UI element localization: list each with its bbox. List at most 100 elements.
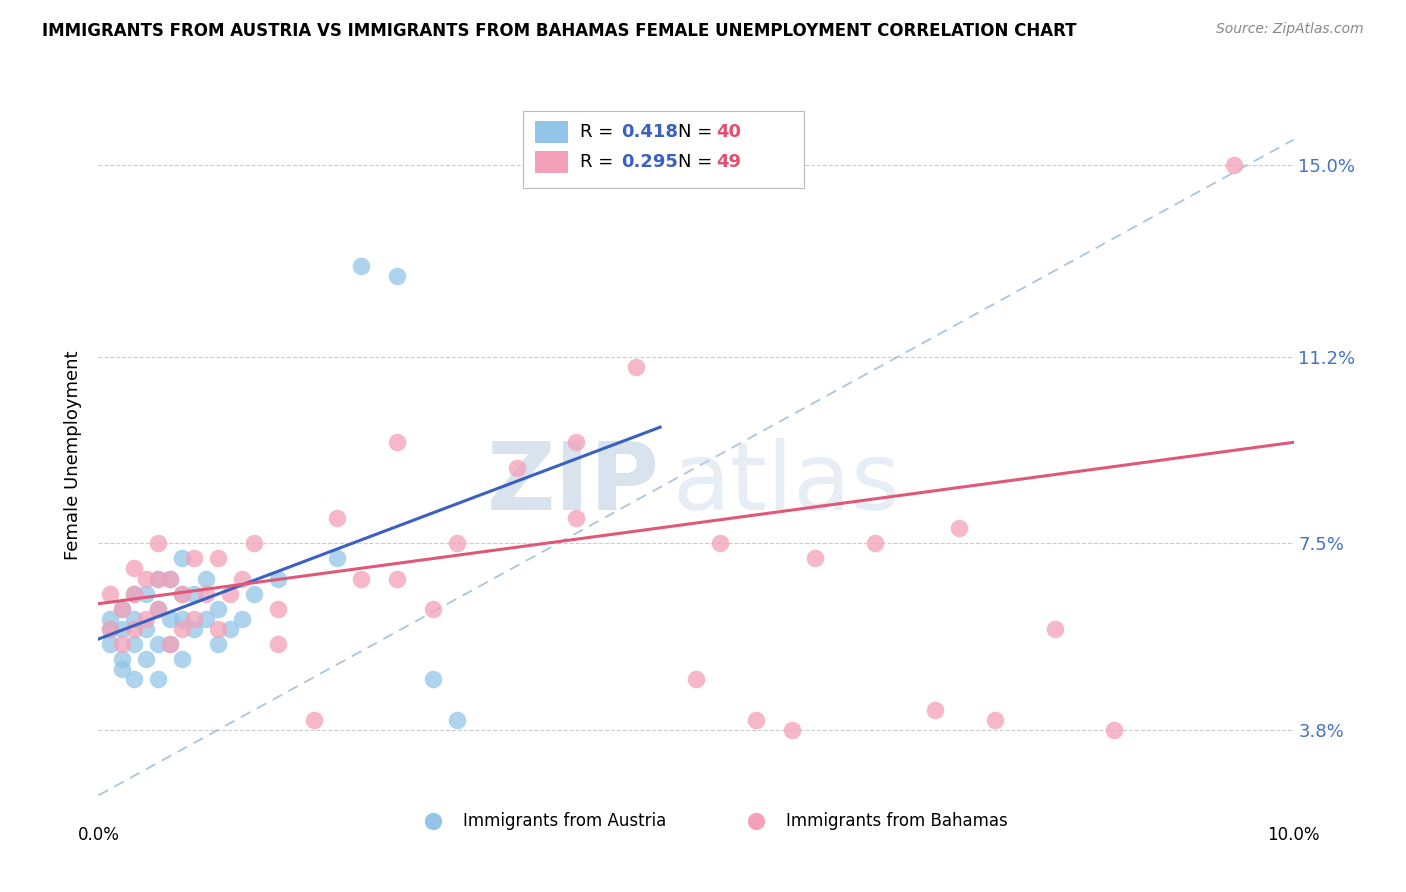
Point [172,612,194,626]
Point [159,637,181,651]
Point [302,713,325,727]
Point [231,612,253,626]
Text: Source: ZipAtlas.com: Source: ZipAtlas.com [1216,22,1364,37]
Point [385,572,409,586]
Point [709,536,731,550]
Point [565,511,588,525]
Point [124,622,146,636]
Point [172,551,194,566]
Point [924,703,946,717]
Point [148,637,170,651]
Point [148,572,170,586]
Point [148,536,170,550]
Point [422,601,444,615]
Point [446,536,468,550]
Point [1043,622,1066,636]
Point [1223,158,1246,172]
FancyBboxPatch shape [534,152,568,173]
Point [219,587,242,601]
Point [159,572,181,586]
Point [780,723,803,737]
Text: atlas: atlas [672,438,900,530]
Point [326,511,349,525]
Text: N =: N = [678,153,718,171]
Point [243,587,266,601]
Point [350,259,373,273]
Point [111,662,134,676]
Point [195,572,218,586]
Point [98,622,122,636]
Point [948,521,970,535]
Text: 0.295: 0.295 [620,153,678,171]
Point [135,572,157,586]
Point [195,612,218,626]
Text: 49: 49 [716,153,741,171]
Point [111,652,134,666]
Point [148,673,170,687]
Point [865,536,887,550]
Point [207,622,229,636]
Point [685,673,707,687]
Point [135,652,157,666]
Text: R =: R = [581,153,619,171]
Point [565,435,588,450]
Point [111,637,134,651]
Point [98,587,122,601]
Point [183,622,205,636]
Text: N =: N = [678,122,718,141]
Point [506,460,529,475]
Point [124,612,146,626]
Point [135,612,157,626]
Point [172,587,194,601]
Text: Immigrants from Bahamas: Immigrants from Bahamas [786,812,1007,830]
Point [98,622,122,636]
Point [385,268,409,283]
Point [350,572,373,586]
Point [183,587,205,601]
Point [172,652,194,666]
Text: 40: 40 [716,122,741,141]
Point [124,561,146,575]
Point [98,637,122,651]
Point [135,587,157,601]
Point [267,601,290,615]
Point [745,713,768,727]
Text: Immigrants from Austria: Immigrants from Austria [463,812,666,830]
Text: IMMIGRANTS FROM AUSTRIA VS IMMIGRANTS FROM BAHAMAS FEMALE UNEMPLOYMENT CORRELATI: IMMIGRANTS FROM AUSTRIA VS IMMIGRANTS FR… [42,22,1077,40]
Point [124,587,146,601]
Point [207,601,229,615]
Point [183,551,205,566]
Point [446,713,468,727]
Point [267,637,290,651]
Point [124,673,146,687]
Point [231,572,253,586]
FancyBboxPatch shape [523,112,804,188]
Text: ZIP: ZIP [488,438,661,530]
Point [804,551,827,566]
Point [219,622,242,636]
Point [207,551,229,566]
Point [148,601,170,615]
Point [148,572,170,586]
Point [422,673,444,687]
Point [159,637,181,651]
Point [159,572,181,586]
Point [124,637,146,651]
Point [172,587,194,601]
Point [172,622,194,636]
Point [385,435,409,450]
Text: R =: R = [581,122,619,141]
Point [207,637,229,651]
Point [124,587,146,601]
Point [135,622,157,636]
Text: 0.418: 0.418 [620,122,678,141]
Point [267,572,290,586]
Point [111,622,134,636]
Point [195,587,218,601]
Point [148,601,170,615]
Point [111,601,134,615]
Point [984,713,1007,727]
Point [626,359,648,374]
FancyBboxPatch shape [534,120,568,143]
Point [326,551,349,566]
